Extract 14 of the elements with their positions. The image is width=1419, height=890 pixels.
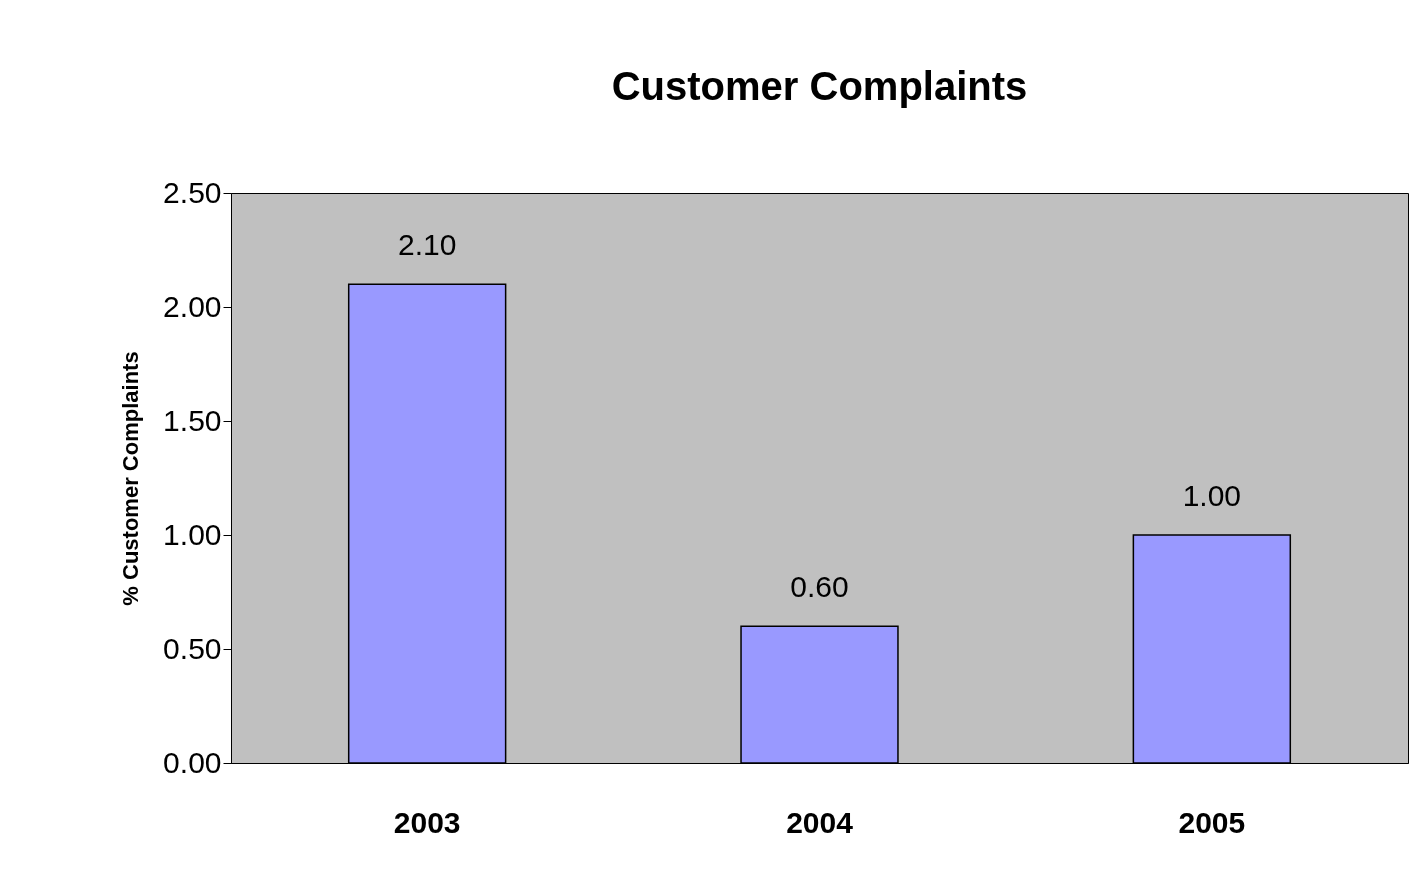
x-tick-label: 2004 xyxy=(786,805,854,839)
y-tick-label: 2.00 xyxy=(163,289,222,323)
y-tick-label: 1.50 xyxy=(163,403,222,437)
data-label: 0.60 xyxy=(790,570,849,604)
y-axis-title: % Customer Complaints xyxy=(118,351,144,606)
x-tick-label: 2005 xyxy=(1178,805,1246,839)
chart-title: Customer Complaints xyxy=(611,64,1028,108)
x-tick-label: 2003 xyxy=(393,805,461,839)
y-tick-label: 0.50 xyxy=(163,631,222,665)
data-label: 2.10 xyxy=(397,228,457,262)
y-tick-label: 2.50 xyxy=(163,175,222,209)
data-label: 1.00 xyxy=(1182,479,1242,512)
y-tick-label: 1.00 xyxy=(163,517,222,551)
y-tick-label: 0.00 xyxy=(163,745,222,779)
